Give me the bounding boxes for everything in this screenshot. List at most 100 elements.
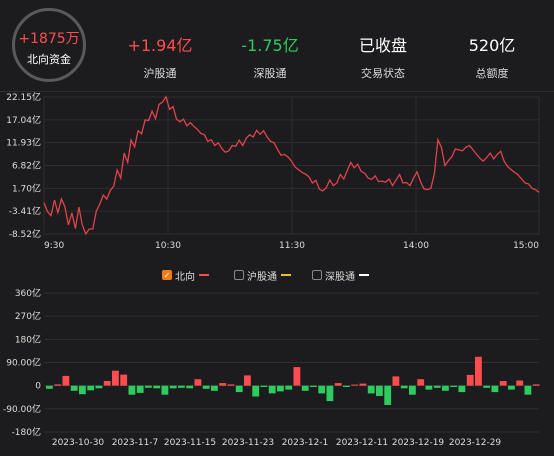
stat-value: 520亿 [468,36,516,55]
daily-flow-bar[interactable] [343,385,350,387]
daily-flow-bar[interactable] [219,383,227,386]
daily-flow-bar[interactable] [62,375,70,386]
daily-flow-bar[interactable] [136,385,144,393]
daily-flow-bar[interactable] [359,383,367,386]
daily-flow-bar[interactable] [384,385,392,405]
daily-flow-bar[interactable] [392,376,400,386]
daily-bar-chart: 360亿 270亿 180亿 90.00亿 0 -90.00亿 -180亿 2023-10-… [3,287,540,448]
daily-flow-bar[interactable] [433,385,441,388]
daily-flow-bar[interactable] [293,367,301,386]
daily-flow-bar[interactable] [409,385,416,395]
legend-label: 深股通 [325,271,355,283]
daily-flow-bar[interactable] [70,385,78,391]
stat-trading-status: 已收盘 交易状态 [338,32,428,81]
daily-flow-bar[interactable] [400,385,408,389]
intraday-line-chart: 22.15亿 17.04亿 11.93亿 6.82亿 1.70亿 -3.41亿 -8.52亿… [6,91,540,251]
daily-flow-bar[interactable] [376,385,383,396]
x-tick-label: 14:00 [403,241,429,251]
checkbox-icon[interactable] [234,270,244,280]
daily-flow-bar[interactable] [227,384,235,386]
x-tick-label: 2023-12-11 [336,438,388,448]
daily-flow-bar[interactable] [508,385,515,390]
y-tick-label: 0 [35,382,41,392]
legend-label: 北向 [175,271,195,283]
daily-flow-bar[interactable] [532,384,540,386]
chart-legend: ✓ 北向 沪股通 深股通 [0,267,554,283]
daily-flow-bar[interactable] [46,385,53,389]
y-tick-label: 270亿 [15,310,41,322]
daily-flow-bar[interactable] [244,375,251,386]
daily-flow-bar[interactable] [95,385,103,389]
daily-flow-bar[interactable] [367,385,375,394]
daily-flow-bar[interactable] [466,374,474,386]
y-tick-label: -180亿 [12,426,41,438]
x-tick-label: 2023-11-15 [164,438,216,448]
daily-flow-bar[interactable] [334,383,342,386]
daily-flow-bar[interactable] [499,381,507,386]
daily-flow-bar[interactable] [491,385,499,393]
daily-flow-bar[interactable] [87,385,95,391]
legend-item-shanghai[interactable]: 沪股通 [234,267,291,283]
north-fund-label: 北向资金 [27,53,71,66]
legend-swatch [359,274,369,276]
stat-value: 已收盘 [358,36,407,55]
daily-flow-bar[interactable] [145,385,152,388]
checkbox-checked-icon[interactable]: ✓ [162,270,172,280]
stat-total-quota: 520亿 总额度 [447,32,537,81]
y-tick-label: 17.04亿 [6,114,41,126]
daily-flow-bar[interactable] [516,380,524,386]
legend-item-shenzhen[interactable]: 深股通 [312,267,369,283]
daily-flow-bar[interactable] [153,385,161,389]
daily-flow-bar[interactable] [79,385,86,395]
daily-flow-bar[interactable] [475,356,482,386]
daily-flow-bar[interactable] [103,381,111,386]
daily-flow-bar[interactable] [112,370,119,386]
x-tick-label: 9:30 [44,241,64,251]
x-tick-label: 2023-12-29 [449,438,502,448]
daily-flow-bar[interactable] [194,379,202,386]
y-tick-label: -90.00亿 [3,403,41,415]
daily-flow-bar[interactable] [186,385,194,389]
daily-flow-bar[interactable] [54,384,62,386]
daily-flow-bar[interactable] [161,385,169,395]
daily-flow-bar[interactable] [260,385,268,387]
y-tick-label: 11.93亿 [6,137,41,149]
daily-flow-bar[interactable] [301,385,309,391]
y-tick-label: -3.41亿 [9,205,41,217]
daily-flow-bar[interactable] [169,385,177,389]
daily-flow-bar[interactable] [277,385,284,392]
north-fund-circle: +1875万 北向资金 [12,8,86,82]
daily-flow-bar[interactable] [458,385,466,393]
daily-flow-bar[interactable] [285,385,293,390]
daily-flow-bar[interactable] [417,379,425,386]
daily-flow-bar[interactable] [425,385,433,390]
daily-flow-bar[interactable] [326,385,334,402]
north-flow-line [43,95,540,236]
daily-flow-bar[interactable] [268,385,276,394]
y-tick-label: 1.70亿 [12,182,41,194]
legend-item-north[interactable]: ✓ 北向 [162,267,209,283]
stat-shenzhen-connect: -1.75亿 深股通 [225,32,315,81]
stat-shanghai-connect: +1.94亿 沪股通 [115,32,205,81]
daily-flow-bar[interactable] [235,385,243,393]
daily-flow-bar[interactable] [211,385,218,391]
daily-flow-bar[interactable] [202,385,210,389]
daily-flow-bar[interactable] [351,384,359,386]
daily-flow-bar[interactable] [318,385,326,394]
daily-flow-bar[interactable] [252,385,260,397]
x-tick-label: 10:30 [155,241,181,251]
daily-flow-bar[interactable] [120,374,128,386]
legend-swatch [199,274,209,276]
daily-flow-bar[interactable] [442,385,449,391]
y-tick-label: -8.52亿 [9,228,41,240]
x-tick-label: 2023-12-1 [282,438,329,448]
daily-flow-bar[interactable] [128,385,136,395]
x-tick-label: 2023-10-30 [52,438,105,448]
daily-flow-bar[interactable] [450,385,458,387]
daily-flow-bar[interactable] [483,385,491,388]
daily-flow-bar[interactable] [178,385,185,388]
checkbox-icon[interactable] [312,270,322,280]
legend-label: 沪股通 [247,271,277,283]
daily-flow-bar[interactable] [524,385,532,395]
daily-flow-bar[interactable] [310,385,317,387]
